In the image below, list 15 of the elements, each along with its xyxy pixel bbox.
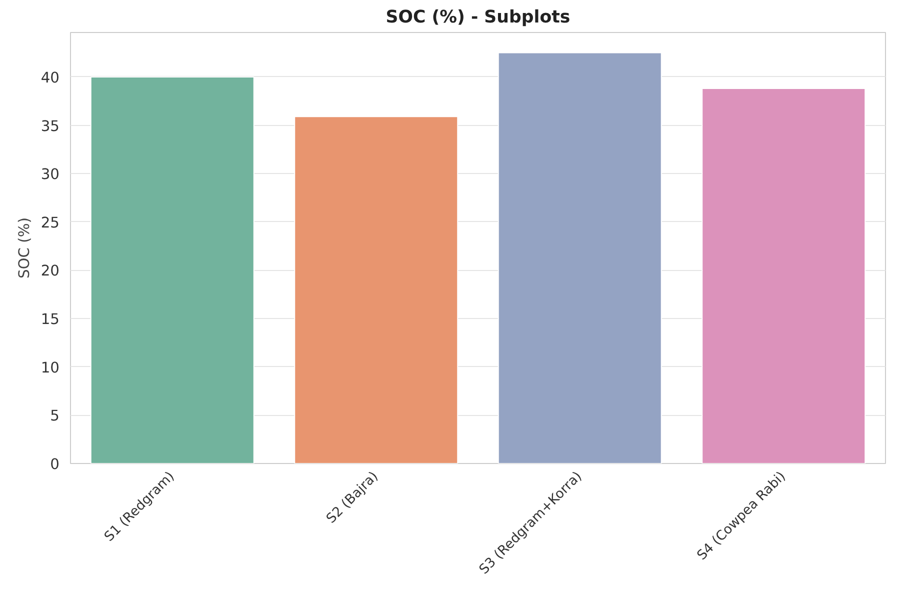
y-tick-label: 5 xyxy=(50,408,60,425)
y-tick-label: 25 xyxy=(40,214,60,232)
chart-title: SOC (%) - Subplots xyxy=(386,8,570,28)
bar xyxy=(90,76,254,464)
y-axis-title: SOC (%) xyxy=(16,217,33,279)
y-tick-label: 0 xyxy=(50,456,60,473)
y-tick-label: 20 xyxy=(40,262,60,280)
y-tick-label: 35 xyxy=(40,118,60,135)
y-tick-label: 15 xyxy=(40,311,60,328)
bar xyxy=(702,88,866,464)
y-tick-label: 10 xyxy=(40,359,60,376)
bar xyxy=(498,52,662,464)
y-tick-label: 40 xyxy=(40,69,60,86)
y-tick-label: 30 xyxy=(40,166,60,184)
bar xyxy=(294,116,458,464)
